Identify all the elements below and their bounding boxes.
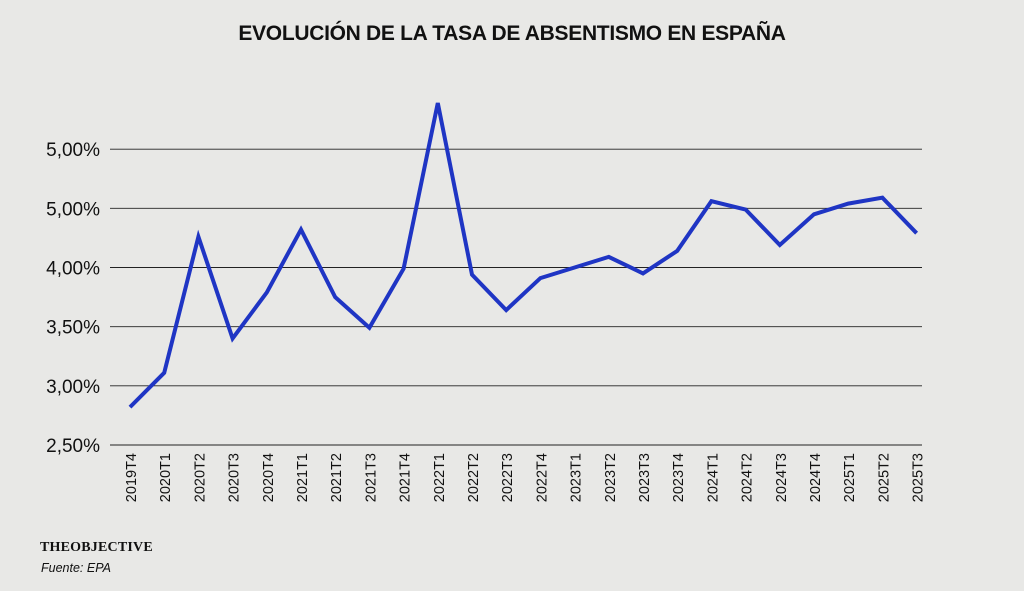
data-point <box>573 266 577 270</box>
y-tick-label: 5,00% <box>46 140 100 161</box>
data-point <box>880 196 884 200</box>
x-tick-label: 2019T4 <box>124 453 140 502</box>
data-point <box>436 101 440 105</box>
x-tick-label: 2024T4 <box>808 453 824 502</box>
x-tick-label: 2024T1 <box>705 453 721 502</box>
data-point <box>675 249 679 253</box>
x-tick-label: 2021T2 <box>329 453 345 502</box>
y-tick-label: 4,00% <box>46 259 100 280</box>
x-tick-label: 2023T2 <box>603 453 619 502</box>
x-tick-label: 2024T2 <box>740 453 756 502</box>
data-point <box>709 199 713 203</box>
data-point <box>265 290 269 294</box>
x-tick-label: 2025T3 <box>911 453 927 502</box>
brand-logo: THEOBJECTIVE <box>40 540 153 555</box>
data-point <box>196 235 200 239</box>
x-tick-label: 2022T1 <box>432 453 448 502</box>
data-point <box>504 308 508 312</box>
data-point <box>470 273 474 277</box>
data-point <box>162 371 166 375</box>
x-tick-label: 2023T3 <box>637 453 653 502</box>
x-tick-label: 2020T4 <box>261 453 277 502</box>
data-point <box>402 267 406 271</box>
y-tick-label: 2,50% <box>46 436 100 457</box>
data-point <box>778 243 782 247</box>
data-point <box>128 405 132 409</box>
data-point <box>846 202 850 206</box>
data-point <box>367 326 371 330</box>
data-point <box>299 228 303 232</box>
x-tick-label: 2025T2 <box>876 453 892 502</box>
y-tick-label: 5,00% <box>46 199 100 220</box>
x-tick-label: 2020T2 <box>192 453 208 502</box>
data-point <box>333 295 337 299</box>
series-line <box>128 102 919 409</box>
x-tick-label: 2022T4 <box>534 453 550 502</box>
data-point <box>915 231 919 235</box>
data-point <box>641 271 645 275</box>
source-note: Fuente: EPA <box>41 561 111 575</box>
x-tick-label: 2020T3 <box>227 453 243 502</box>
x-tick-label: 2023T1 <box>569 453 585 502</box>
x-tick-label: 2023T4 <box>671 453 687 502</box>
x-tick-label: 2021T4 <box>398 453 414 502</box>
x-tick-label: 2020T1 <box>158 453 174 502</box>
y-tick-label: 3,50% <box>46 318 100 339</box>
data-point <box>538 276 542 280</box>
x-tick-label: 2025T1 <box>842 453 858 502</box>
x-tick-label: 2022T3 <box>500 453 516 502</box>
data-point <box>607 255 611 259</box>
y-tick-label: 3,00% <box>46 377 100 398</box>
x-tick-label: 2022T2 <box>466 453 482 502</box>
chart-title: EVOLUCIÓN DE LA TASA DE ABSENTISMO EN ES… <box>238 22 786 45</box>
x-tick-label: 2021T1 <box>295 453 311 502</box>
data-point <box>744 208 748 212</box>
data-point <box>231 337 235 341</box>
x-tick-label: 2024T3 <box>774 453 790 502</box>
x-tick-label: 2021T3 <box>363 453 379 502</box>
data-point <box>812 212 816 216</box>
